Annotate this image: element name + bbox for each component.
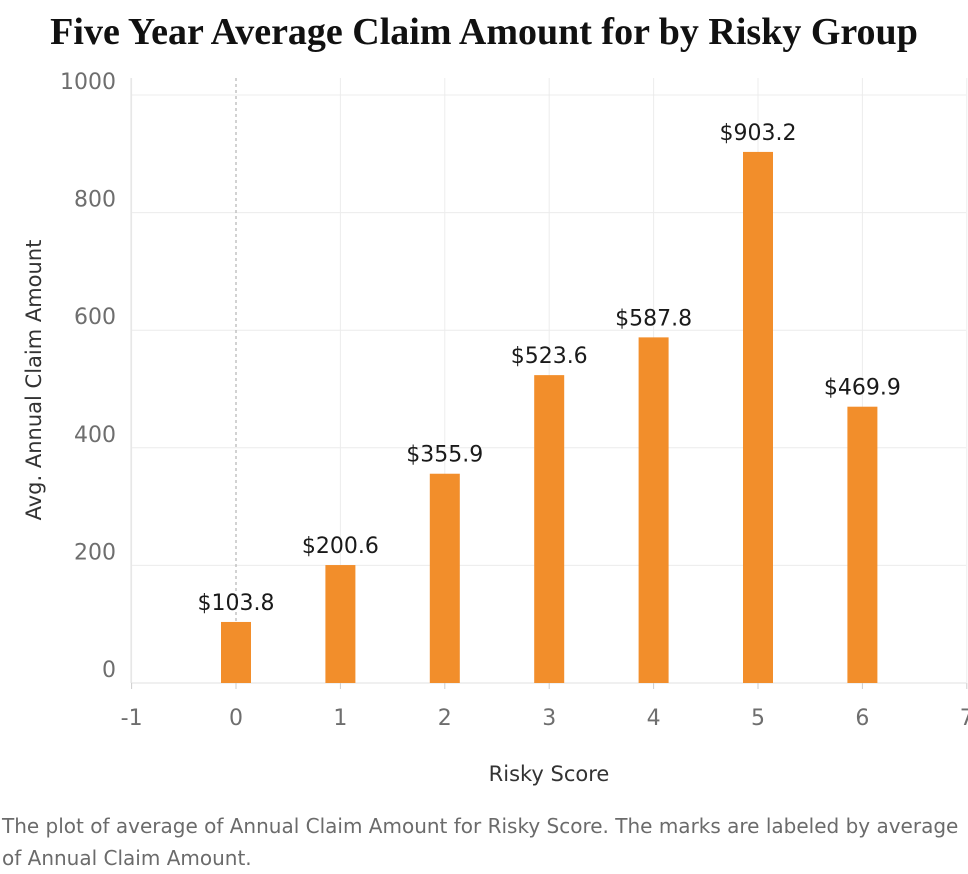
y-tick-label: 0 [102, 658, 116, 683]
data-label: $903.2 [720, 121, 797, 146]
x-tick-label: 4 [647, 706, 661, 731]
bars [221, 151, 878, 683]
y-tick-label: 1000 [60, 70, 116, 95]
x-tick-label: 0 [229, 706, 243, 731]
x-tick-label: 6 [855, 706, 869, 731]
data-labels: $103.8 $200.6 $355.9 $523.6 $587.8 $903.2 $469… [198, 121, 901, 616]
x-axis-ticks: -1 0 1 2 3 4 5 6 7 [121, 683, 968, 731]
x-tick-label: 3 [542, 706, 556, 731]
x-tick-label: 2 [438, 706, 452, 731]
y-tick-label: 400 [74, 423, 116, 448]
bar [221, 621, 251, 683]
x-axis-title: Risky Score [489, 762, 610, 786]
bar [325, 565, 356, 683]
y-axis-title: Avg. Annual Claim Amount [22, 240, 46, 521]
data-label: $200.6 [302, 534, 379, 559]
bar [534, 375, 565, 683]
data-label: $587.8 [615, 306, 692, 331]
x-tick-label: 5 [751, 706, 765, 731]
data-label: $469.9 [824, 376, 901, 401]
y-axis-ticks: 0 200 400 600 800 1000 [60, 70, 116, 683]
chart-caption: The plot of average of Annual Claim Amou… [2, 814, 959, 870]
bar [638, 337, 669, 683]
x-tick-label: 7 [960, 706, 968, 731]
x-tick-label: -1 [121, 706, 143, 731]
y-tick-label: 600 [74, 305, 116, 330]
y-tick-label: 200 [74, 540, 116, 565]
bar [847, 406, 878, 683]
y-tick-label: 800 [74, 188, 116, 213]
chart-title: Five Year Average Claim Amount for by Ri… [50, 11, 918, 53]
data-label: $355.9 [406, 443, 483, 468]
bar [743, 151, 773, 683]
data-label: $103.8 [198, 591, 275, 616]
data-label: $523.6 [511, 344, 588, 369]
bar [429, 473, 460, 683]
x-tick-label: 1 [333, 706, 347, 731]
